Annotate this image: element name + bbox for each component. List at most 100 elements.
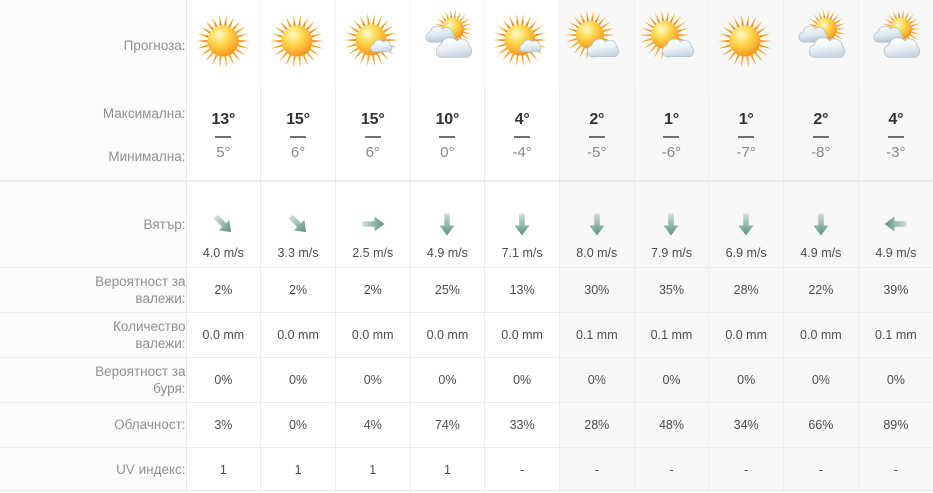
sun-icon[interactable]	[708, 0, 784, 90]
uv-index-value: -	[633, 446, 709, 492]
sun-small-cloud-icon[interactable]	[334, 0, 411, 90]
cloudiness-value: 33%	[484, 401, 560, 447]
precip-amount-value: 0.0 mm	[185, 311, 261, 357]
row-label-min: Минимална:	[108, 149, 186, 164]
cloudiness-value: 0%	[260, 401, 336, 447]
storm-prob-label-line2: буря:	[153, 380, 186, 396]
uv-index-value: -	[558, 446, 635, 492]
cloudiness-value: 89%	[857, 401, 933, 447]
temp-separator-dash	[738, 136, 755, 138]
temperature-cell: 15° 6°	[334, 90, 411, 181]
uv-index-value: -	[708, 446, 784, 492]
storm-prob-value: 0%	[185, 356, 261, 402]
arrow-south-icon	[784, 204, 858, 244]
precip-prob-value: 2%	[334, 266, 411, 312]
sun-icon[interactable]	[185, 0, 261, 90]
precip-prob-label-line1: Вероятност за	[95, 273, 186, 289]
precip-prob-value: 25%	[409, 266, 485, 312]
wind-cell: 3.3 m/s	[260, 180, 336, 267]
sun-small-cloud-icon[interactable]	[484, 0, 560, 90]
temp-min-value: 5°	[216, 144, 231, 161]
precip-amount-value: 0.0 mm	[708, 311, 784, 357]
temperature-cell: 2° -5°	[558, 90, 635, 181]
sun-icon[interactable]	[260, 0, 336, 90]
temp-max-value: 13°	[211, 111, 236, 128]
uv-index-value: -	[783, 446, 859, 492]
precip-amount-value: 0.0 mm	[260, 311, 336, 357]
precip-prob-value: 28%	[708, 266, 784, 312]
sun-cloud-icon[interactable]	[633, 0, 709, 90]
wind-speed-value: 4.9 m/s	[875, 245, 917, 260]
temp-separator-dash	[514, 136, 531, 138]
cloudy-sun-icon[interactable]	[409, 0, 485, 90]
precip-amount-value: 0.1 mm	[857, 311, 933, 357]
storm-prob-value: 0%	[633, 356, 709, 402]
arrow-south-icon	[485, 204, 559, 244]
wind-speed-value: 7.1 m/s	[501, 245, 543, 260]
temperature-cell: 2° -8°	[783, 90, 859, 181]
precip-amount-value: 0.0 mm	[484, 311, 560, 357]
cloudiness-value: 74%	[409, 401, 485, 447]
temp-separator-dash	[364, 136, 381, 138]
temp-max-value: 4°	[514, 111, 530, 128]
row-wind: Вятър: 4.0 m/s 3.3 m/s 2.5 m/s 4.9 m/s 7.1 m…	[0, 180, 933, 267]
row-label-precipitation-probability: Вероятност за валежи:	[0, 266, 187, 312]
cloudiness-value: 4%	[334, 401, 411, 447]
temp-min-value: -4°	[512, 144, 532, 161]
row-temperature: Максимална: Минимална: 13° 5° 15° 6° 15° 6° 10…	[0, 90, 933, 181]
precip-amount-value: 0.0 mm	[783, 311, 859, 357]
wind-cell: 8.0 m/s	[558, 180, 635, 267]
temp-min-value: 6°	[365, 144, 380, 161]
temp-separator-dash	[887, 136, 904, 138]
cloudy-sun-icon[interactable]	[783, 0, 859, 90]
wind-speed-value: 3.3 m/s	[277, 245, 319, 260]
temp-max-value: 15°	[360, 111, 385, 128]
wind-speed-value: 7.9 m/s	[650, 245, 692, 260]
storm-prob-value: 0%	[334, 356, 411, 402]
storm-prob-value: 0%	[857, 356, 933, 402]
wind-cell: 4.9 m/s	[409, 180, 485, 267]
wind-cell: 4.0 m/s	[185, 180, 261, 267]
temp-min-value: -3°	[886, 144, 906, 161]
cloudiness-value: 34%	[708, 401, 784, 447]
temp-min-value: -6°	[661, 144, 682, 161]
precip-prob-label-line2: валежи:	[135, 290, 186, 306]
temperature-cell: 4° -4°	[484, 90, 560, 181]
row-label-cloudiness: Облачност:	[0, 401, 187, 447]
uv-index-value: 1	[334, 446, 411, 492]
temperature-cell: 10° 0°	[409, 90, 485, 181]
wind-speed-value: 6.9 m/s	[725, 245, 767, 260]
sun-cloud-icon[interactable]	[558, 0, 635, 90]
precip-prob-value: 35%	[633, 266, 709, 312]
precip-prob-value: 39%	[857, 266, 933, 312]
row-label-storm-probability: Вероятност за буря:	[0, 356, 187, 402]
uv-index-value: 1	[185, 446, 261, 492]
cloudy-sun-icon[interactable]	[857, 0, 933, 90]
wind-speed-value: 8.0 m/s	[576, 245, 618, 260]
row-label-wind: Вятър:	[0, 180, 187, 267]
temp-max-value: 4°	[888, 111, 904, 128]
temp-min-value: 6°	[290, 144, 306, 161]
arrow-south-icon	[560, 204, 634, 244]
arrow-east-icon	[336, 204, 410, 244]
precip-prob-value: 13%	[484, 266, 560, 312]
precip-amount-value: 0.1 mm	[633, 311, 709, 357]
precip-prob-value: 2%	[185, 266, 261, 312]
precip-amount-label-line2: валежи:	[135, 335, 186, 351]
row-forecast-icons: Прогноза:	[0, 0, 933, 90]
uv-index-value: 1	[409, 446, 485, 492]
precip-amount-value: 0.0 mm	[409, 311, 485, 357]
temp-min-value: 0°	[440, 144, 455, 161]
wind-cell: 7.9 m/s	[633, 180, 709, 267]
uv-index-value: 1	[260, 446, 336, 492]
precip-prob-value: 22%	[783, 266, 859, 312]
precip-prob-value: 2%	[260, 266, 336, 312]
wind-cell: 6.9 m/s	[708, 180, 784, 267]
row-label-temperature: Максимална: Минимална:	[0, 90, 187, 181]
row-label-precipitation-amount: Количество валежи:	[0, 311, 187, 357]
temp-min-value: -7°	[736, 144, 756, 161]
wind-cell: 2.5 m/s	[334, 180, 411, 267]
